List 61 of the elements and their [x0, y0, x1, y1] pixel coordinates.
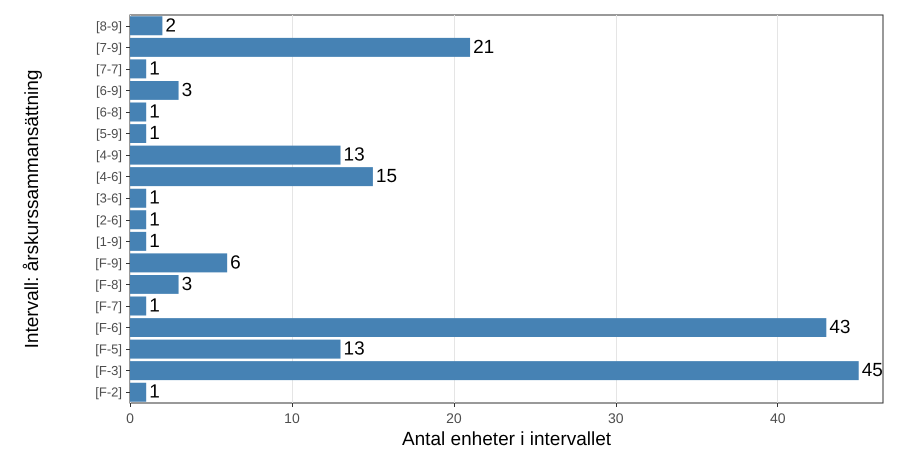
y-tick-label: [6-9]: [96, 82, 122, 98]
bar: [130, 361, 859, 380]
y-tick-label: [7-7]: [96, 61, 122, 76]
bar: [130, 80, 179, 100]
data-label: 2: [165, 15, 176, 36]
y-tick-label: [F-7]: [95, 298, 122, 314]
data-label: 21: [473, 36, 494, 58]
y-tick-label: [F-8]: [95, 276, 122, 292]
y-tick-label: [3-6]: [96, 190, 122, 206]
bar: [130, 382, 146, 402]
data-label: 13: [344, 144, 365, 166]
data-label: 13: [344, 338, 365, 360]
x-tick-label: 30: [608, 410, 624, 426]
bar: [130, 340, 341, 359]
bar: [130, 167, 373, 186]
y-tick-label: [1-9]: [96, 234, 122, 249]
data-label: 1: [149, 102, 160, 122]
bar: [130, 16, 162, 36]
data-label: 45: [862, 360, 883, 382]
bar: [130, 38, 470, 57]
y-tick-label: [F-5]: [95, 342, 122, 357]
bar: [130, 59, 146, 78]
bar: [130, 146, 341, 165]
data-label: 1: [149, 230, 160, 252]
y-tick-label: [4-9]: [96, 148, 122, 163]
data-label: 3: [182, 80, 192, 101]
data-label: 1: [149, 188, 160, 209]
bar: [130, 318, 826, 338]
bar: [130, 296, 146, 316]
bar: [130, 210, 146, 230]
y-tick-label: [2-6]: [96, 212, 122, 228]
y-tick-label: [F-3]: [95, 363, 122, 378]
y-tick-label: [4-6]: [96, 169, 122, 184]
y-tick-label: [8-9]: [96, 18, 122, 34]
data-label: 1: [149, 123, 160, 144]
x-tick-label: 0: [126, 410, 134, 426]
bar: [130, 253, 228, 272]
data-label: 15: [376, 166, 398, 188]
data-label: 1: [149, 209, 160, 230]
bar: [130, 232, 146, 251]
data-label: 3: [182, 274, 192, 295]
x-tick-label: 20: [446, 410, 462, 426]
bar: [130, 124, 146, 144]
y-tick-label: [F-2]: [95, 384, 122, 400]
y-axis-title: Intervall: årskurssammansättning: [22, 70, 43, 348]
data-label: 43: [829, 317, 850, 338]
data-label: 1: [149, 382, 160, 403]
y-tick-label: [5-9]: [96, 126, 122, 142]
y-tick-label: [7-9]: [96, 40, 122, 55]
x-tick-label: 10: [284, 410, 300, 426]
bar: [130, 102, 146, 122]
data-label: 1: [149, 58, 160, 80]
data-label: 6: [230, 252, 241, 274]
data-label: 1: [149, 296, 160, 316]
y-tick-label: [F-9]: [95, 255, 122, 270]
y-tick-label: [6-8]: [96, 104, 122, 120]
bar: [130, 274, 179, 294]
bar: [130, 188, 146, 208]
y-tick-label: [F-6]: [95, 320, 122, 336]
x-axis-title: Antal enheter i intervallet: [402, 428, 612, 450]
x-tick-label: 40: [770, 410, 786, 426]
